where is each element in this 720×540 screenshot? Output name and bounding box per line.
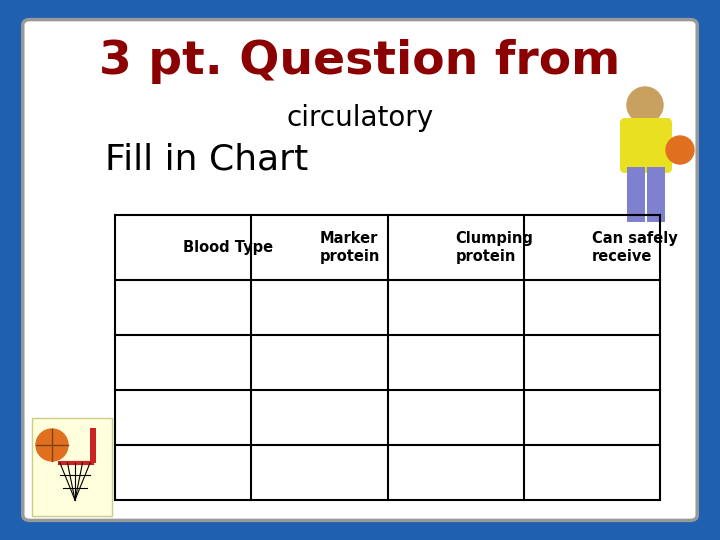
Text: Fill in Chart: Fill in Chart [105,143,308,177]
Circle shape [36,429,68,461]
Bar [115,215,660,280]
Bar [90,428,96,463]
Text: Marker
protein: Marker protein [320,231,379,264]
Text: Can safely
receive: Can safely receive [592,231,678,264]
Text: 3 pt. Question from: 3 pt. Question from [99,39,621,84]
Text: Clumping
protein: Clumping protein [456,231,534,264]
Bar [627,167,645,222]
Circle shape [627,87,663,123]
Bar [647,167,665,222]
Text: Blood Type: Blood Type [183,240,274,255]
Bar [32,418,112,516]
Text: circulatory: circulatory [287,104,433,132]
Circle shape [666,136,694,164]
FancyBboxPatch shape [620,118,672,173]
